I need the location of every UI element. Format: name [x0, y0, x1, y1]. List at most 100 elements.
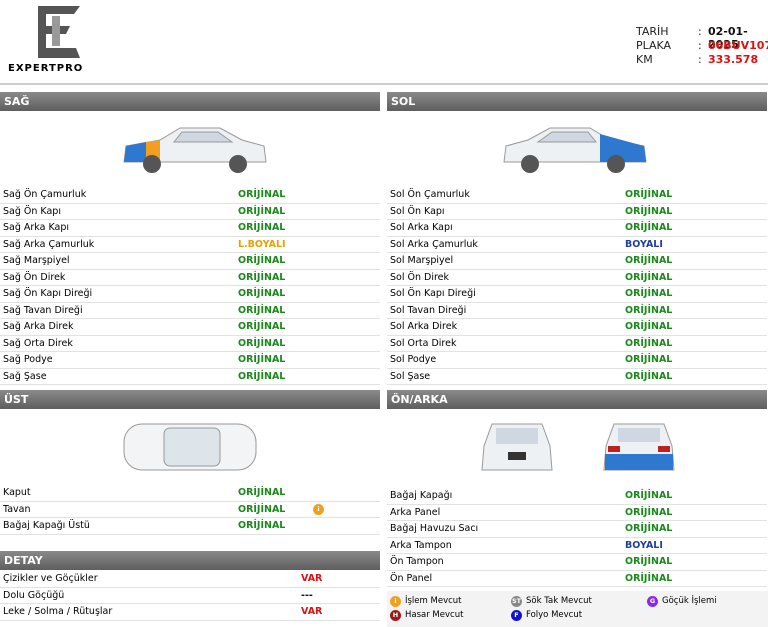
status: ORİJİNAL [238, 189, 286, 200]
status: L.BOYALI [238, 238, 286, 250]
part-name: Sol Podye [390, 354, 437, 365]
part-name: Sol Ön Çamurluk [390, 189, 470, 200]
part-name: Kaput [3, 487, 31, 498]
car-front [481, 423, 553, 471]
row: Sol Ön Kapı ORİJİNAL [387, 204, 767, 220]
section-header: ÖN/ARKA [387, 390, 767, 409]
row: Ön Tampon ORİJİNAL [387, 554, 767, 571]
part-name: Sol Marşpiyel [390, 255, 454, 266]
section-header: SAĞ [0, 92, 380, 111]
row: Sol Tavan Direği ORİJİNAL [387, 303, 767, 319]
row: Dolu Göçüğü --- [0, 588, 380, 604]
status: ORİJİNAL [625, 354, 673, 365]
row: Sağ Ön Direk ORİJİNAL [0, 270, 380, 286]
part-name: Bağaj Havuzu Sacı [390, 523, 479, 534]
row: Sağ Şase ORİJİNAL [0, 369, 380, 385]
part-name: Sağ Ön Direk [3, 271, 66, 283]
car-left-side [503, 127, 647, 173]
status: ORİJİNAL [238, 304, 286, 316]
part-name: Sol Arka Direk [390, 321, 458, 332]
info-value: 333.578 [708, 53, 759, 66]
row: Sağ Arka Direk ORİJİNAL [0, 319, 380, 336]
row: Sol Podye ORİJİNAL [387, 352, 767, 369]
badge: i [313, 503, 324, 515]
row: Bağaj Kapağı Üstü ORİJİNAL [0, 518, 380, 535]
status: BOYALI [625, 238, 663, 250]
status: ORİJİNAL [625, 572, 673, 584]
row: Sağ Marşpiyel ORİJİNAL [0, 253, 380, 270]
status: ORİJİNAL [625, 271, 673, 283]
status: ORİJİNAL [625, 490, 673, 501]
status: ORİJİNAL [238, 205, 286, 217]
part-name: Sağ Tavan Direği [3, 304, 83, 316]
status: ORİJİNAL [625, 222, 673, 233]
divider [0, 83, 768, 85]
status: ORİJİNAL [625, 255, 673, 266]
row: Sağ Tavan Direği ORİJİNAL [0, 303, 380, 319]
status: BOYALI [625, 539, 663, 551]
status: ORİJİNAL [238, 370, 286, 382]
legend-badge: G [647, 596, 658, 607]
legend-badge: ST [511, 596, 522, 607]
legend-label: Hasar Mevcut [405, 610, 464, 620]
part-name: Sol Ön Kapı [390, 205, 445, 217]
row: Sol Ön Kapı Direği ORİJİNAL [387, 286, 767, 303]
part-name: Ön Tampon [390, 556, 444, 567]
info-sep: : [698, 53, 702, 66]
status: VAR [301, 573, 323, 584]
part-name: Sol Arka Çamurluk [390, 238, 478, 250]
part-name: Sol Orta Direk [390, 337, 457, 349]
part-name: Sağ Ön Kapı Direği [3, 288, 93, 299]
row: Sol Orta Direk ORİJİNAL [387, 336, 767, 352]
part-name: Sağ Ön Kapı [3, 205, 61, 217]
part-name: Sol Arka Kapı [390, 222, 453, 233]
status: ORİJİNAL [625, 321, 673, 332]
status: ORİJİNAL [625, 556, 673, 567]
row: Sol Şase ORİJİNAL [387, 369, 767, 385]
info-label: TARİH [636, 25, 669, 38]
part-name: Sağ Arka Direk [3, 321, 74, 332]
part-name: Arka Tampon [390, 539, 452, 551]
row: Sağ Orta Direk ORİJİNAL [0, 336, 380, 352]
part-name: Arka Panel [390, 506, 441, 518]
info-sep: : [698, 25, 702, 38]
row: Sağ Ön Kapı Direği ORİJİNAL [0, 286, 380, 303]
legend-label: Folyo Mevcut [526, 610, 583, 620]
part-name: Leke / Solma / Rütuşlar [3, 606, 113, 617]
car-right-side [123, 127, 267, 173]
part-name: Sol Şase [390, 370, 431, 382]
row: Bağaj Kapağı ORİJİNAL [387, 488, 767, 505]
info-value: 02-01-2025 [708, 25, 748, 51]
row: Arka Panel ORİJİNAL [387, 505, 767, 521]
row: Sağ Ön Çamurluk ORİJİNAL [0, 187, 380, 204]
legend-label: İşlem Mevcut [405, 596, 462, 606]
row: Sağ Arka Çamurluk L.BOYALI [0, 237, 380, 253]
part-name: Sağ Podye [3, 354, 53, 365]
status: ORİJİNAL [238, 354, 286, 365]
status: --- [301, 589, 313, 601]
section-header: SOL [387, 92, 767, 111]
status: ORİJİNAL [625, 370, 673, 382]
status: ORİJİNAL [238, 503, 286, 515]
status: ORİJİNAL [625, 337, 673, 349]
status: ORİJİNAL [625, 205, 673, 217]
part-name: Bağaj Kapağı [390, 490, 453, 501]
status: ORİJİNAL [238, 222, 286, 233]
row: Sol Ön Direk ORİJİNAL [387, 270, 767, 286]
legend-bg [387, 591, 768, 627]
row: Bağaj Havuzu Sacı ORİJİNAL [387, 521, 767, 538]
logo-text: EXPERTPRO [8, 63, 84, 74]
part-name: Ön Panel [390, 572, 433, 584]
status: ORİJİNAL [238, 321, 286, 332]
status: ORİJİNAL [238, 487, 286, 498]
row: Ön Panel ORİJİNAL [387, 571, 767, 587]
status: ORİJİNAL [625, 288, 673, 299]
status: ORİJİNAL [238, 288, 286, 299]
status: ORİJİNAL [238, 271, 286, 283]
part-name: Sağ Orta Direk [3, 337, 73, 349]
status: ORİJİNAL [625, 189, 673, 200]
part-name: Sol Ön Direk [390, 271, 450, 283]
legend-label: Sök Tak Mevcut [526, 596, 592, 606]
part-name: Çizikler ve Göçükler [3, 573, 98, 584]
